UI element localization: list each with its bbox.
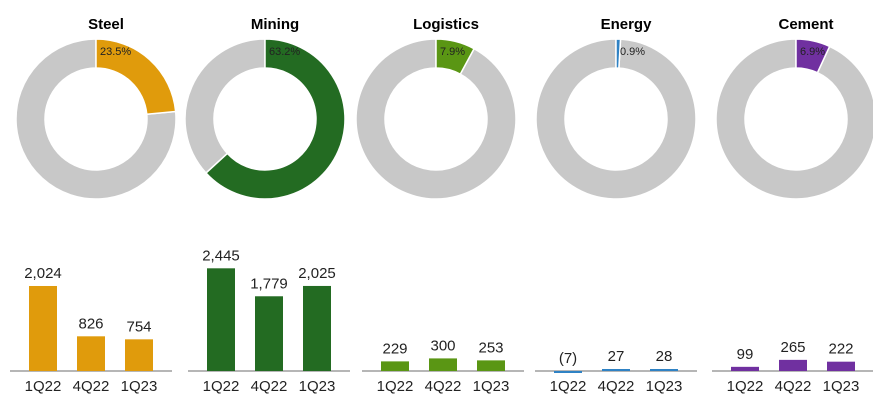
x-tick-label: 1Q23 xyxy=(121,378,158,395)
segment-title: Mining xyxy=(251,16,299,33)
x-tick-label: 1Q22 xyxy=(377,378,414,395)
bar-value-label: 754 xyxy=(126,318,151,335)
bar xyxy=(554,371,582,373)
donut-slice xyxy=(95,38,177,116)
segment-title: Steel xyxy=(88,16,124,33)
x-tick-label: 1Q22 xyxy=(550,378,587,395)
donut-share-label: 6.9% xyxy=(800,46,825,58)
bar-value-label: 99 xyxy=(737,346,754,363)
segment-logistics: Logistics 7.9% 229 1Q22 300 4Q22 253 1Q23 xyxy=(355,16,524,395)
bar xyxy=(125,339,153,371)
bar-value-label: 300 xyxy=(430,337,455,354)
x-tick-label: 1Q23 xyxy=(299,378,336,395)
segment-title: Energy xyxy=(601,16,653,33)
donut-slice xyxy=(795,38,831,74)
donut-slice xyxy=(204,38,346,200)
bar xyxy=(207,268,235,371)
x-tick-label: 1Q23 xyxy=(646,378,683,395)
bar xyxy=(255,296,283,371)
x-tick-label: 1Q23 xyxy=(473,378,510,395)
bar-value-label: 222 xyxy=(828,341,853,358)
donut-slice xyxy=(435,38,476,76)
segment-title: Logistics xyxy=(413,16,479,33)
x-tick-label: 4Q22 xyxy=(425,378,462,395)
donut-slice xyxy=(615,38,622,69)
bar-value-label: 253 xyxy=(478,339,503,356)
segment-cement: Cement 6.9% 99 1Q22 265 4Q22 222 1Q23 xyxy=(712,16,873,395)
bar xyxy=(477,360,505,371)
bar-value-label: 2,025 xyxy=(298,265,336,282)
x-tick-label: 4Q22 xyxy=(775,378,812,395)
donut-share-label: 0.9% xyxy=(620,46,645,58)
bar-value-label: 826 xyxy=(78,315,103,332)
donut-remainder xyxy=(355,38,517,200)
x-tick-label: 1Q22 xyxy=(25,378,62,395)
x-tick-label: 1Q22 xyxy=(203,378,240,395)
x-tick-label: 4Q22 xyxy=(73,378,110,395)
bar-value-label: 265 xyxy=(780,339,805,356)
bar xyxy=(29,285,57,371)
segment-mining: Mining 63.2% 2,445 1Q22 1,779 4Q22 2,025 1Q23 xyxy=(184,16,350,395)
x-tick-label: 4Q22 xyxy=(251,378,288,395)
bar-value-label: 2,445 xyxy=(202,247,240,264)
donut-share-label: 63.2% xyxy=(269,46,300,58)
bar xyxy=(827,361,855,371)
bar-value-label: (7) xyxy=(559,350,577,367)
x-tick-label: 4Q22 xyxy=(598,378,635,395)
bar-value-label: 1,779 xyxy=(250,275,288,292)
donut-share-label: 7.9% xyxy=(440,46,465,58)
bar-value-label: 229 xyxy=(382,340,407,357)
bar-value-label: 28 xyxy=(656,348,673,365)
donut-remainder xyxy=(535,38,697,200)
bar xyxy=(650,369,678,371)
x-tick-label: 1Q22 xyxy=(727,378,764,395)
donut-share-label: 23.5% xyxy=(100,46,131,58)
bar xyxy=(429,358,457,371)
bar xyxy=(602,369,630,371)
bar xyxy=(77,336,105,371)
bar xyxy=(779,359,807,371)
segment-energy: Energy 0.9% (7) 1Q22 27 4Q22 28 1Q23 xyxy=(535,16,697,395)
donut-remainder xyxy=(715,38,873,200)
segment-title: Cement xyxy=(778,16,833,33)
segment-steel: Steel 23.5% 2,024 1Q22 826 4Q22 754 1Q23 xyxy=(10,16,177,395)
bar xyxy=(731,366,759,371)
donut-remainder xyxy=(184,38,266,175)
bar-value-label: 2,024 xyxy=(24,265,62,282)
bar-value-label: 27 xyxy=(608,348,625,365)
x-tick-label: 1Q23 xyxy=(823,378,860,395)
bar xyxy=(381,361,409,371)
bar xyxy=(303,285,331,371)
donut-remainder xyxy=(15,38,177,200)
